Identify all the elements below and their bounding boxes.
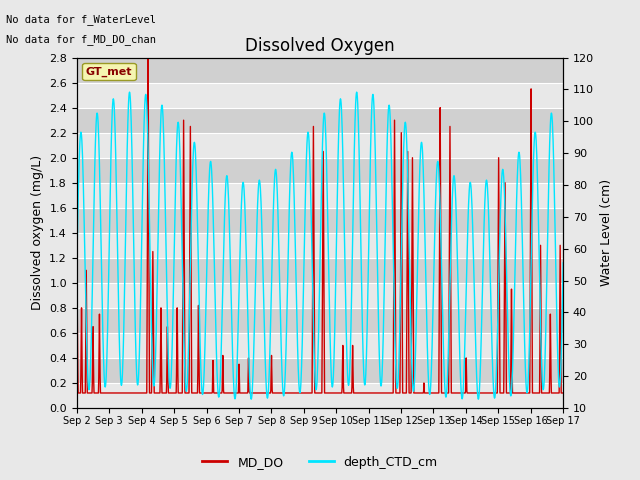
Bar xyxy=(77,208,563,233)
Y-axis label: Dissolved oxygen (mg/L): Dissolved oxygen (mg/L) xyxy=(31,155,44,311)
Bar xyxy=(77,283,563,308)
Y-axis label: Water Level (cm): Water Level (cm) xyxy=(600,179,612,287)
Bar xyxy=(77,258,563,283)
Text: No data for f_WaterLevel: No data for f_WaterLevel xyxy=(6,14,156,25)
Text: No data for f_MD_DO_chan: No data for f_MD_DO_chan xyxy=(6,34,156,45)
Bar xyxy=(77,308,563,333)
Legend: GT_met: GT_met xyxy=(83,63,136,80)
Bar xyxy=(77,83,563,108)
Bar xyxy=(77,333,563,358)
Bar xyxy=(77,383,563,408)
Bar xyxy=(77,183,563,208)
Bar xyxy=(77,132,563,158)
Bar xyxy=(77,358,563,383)
Bar xyxy=(77,233,563,258)
Bar xyxy=(77,58,563,83)
Bar xyxy=(77,108,563,132)
Title: Dissolved Oxygen: Dissolved Oxygen xyxy=(245,36,395,55)
Bar xyxy=(77,158,563,183)
Legend: MD_DO, depth_CTD_cm: MD_DO, depth_CTD_cm xyxy=(197,451,443,474)
